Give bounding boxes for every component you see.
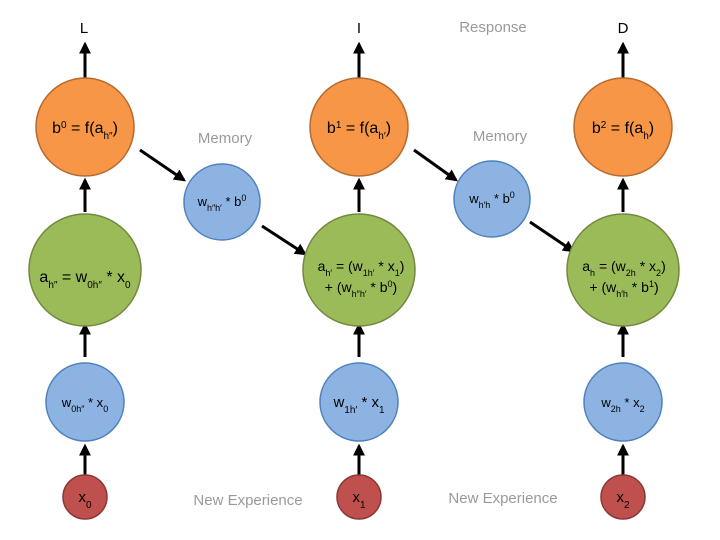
node-a2-line2: + (wh′h * b1)	[589, 279, 658, 299]
arrow-b1-to-mem2	[413, 148, 458, 182]
node-a1	[302, 213, 416, 327]
new-experience-label-1: New Experience	[193, 492, 302, 509]
node-memory-2	[453, 160, 531, 238]
new-experience-label-2: New Experience	[448, 490, 557, 507]
arrow-mem2-to-a2	[529, 220, 575, 253]
node-x1	[336, 474, 382, 520]
node-a1-line2: + (wh″h′ * b0)	[325, 279, 397, 299]
node-w0	[45, 362, 125, 442]
output-d: D	[618, 20, 629, 37]
arrow-b0-to-mem1	[139, 148, 186, 182]
output-l: L	[80, 20, 88, 37]
memory-label-2: Memory	[473, 128, 528, 145]
node-b0	[35, 77, 135, 177]
node-a0	[28, 213, 142, 327]
node-b2-text: b2 = f(ah)	[592, 120, 654, 142]
node-w2	[583, 362, 663, 442]
node-a0-text: ah″ = w0h″ * x0	[39, 269, 131, 291]
memory-label-1: Memory	[198, 130, 253, 147]
node-b0-text: b0 = f(ah″)	[52, 120, 118, 142]
output-i: I	[357, 20, 361, 37]
node-a2-line1: ah = (w2h * x2)	[582, 258, 665, 278]
node-memory-1	[183, 163, 261, 241]
arrow-mem1-to-a1	[261, 224, 308, 256]
node-x2	[600, 474, 646, 520]
node-b1-text: b1 = f(ah′)	[327, 120, 391, 142]
node-x0	[62, 474, 108, 520]
node-a1-line1: ah′ = (w1h′ * x1)	[318, 258, 405, 278]
node-b2	[573, 77, 673, 177]
node-w1	[319, 362, 399, 442]
node-a2	[566, 213, 680, 327]
response-label: Response	[459, 19, 527, 36]
node-b1	[309, 77, 409, 177]
